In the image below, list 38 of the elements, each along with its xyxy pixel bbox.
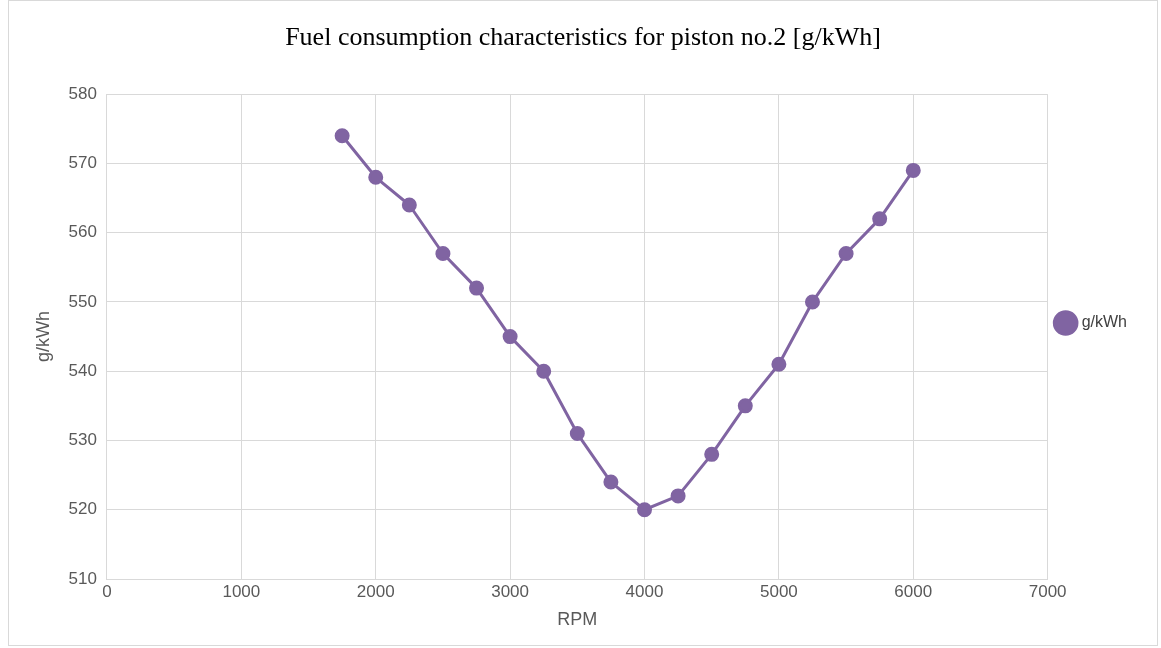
point (401, 197, 417, 213)
x-tick-label: 3000 (491, 581, 530, 601)
point (603, 474, 619, 490)
y-tick-label: 550 (68, 291, 97, 311)
point (670, 488, 686, 504)
point (368, 169, 384, 185)
y-tick-label: 510 (68, 568, 97, 588)
y-tick-label: 580 (68, 83, 97, 103)
y-tick-label: 570 (68, 153, 97, 173)
x-tick-label: 7000 (1028, 581, 1067, 601)
x-tick-label: 6000 (894, 581, 933, 601)
x-tick-label: 1000 (222, 581, 261, 601)
y-tick-label: 560 (68, 222, 97, 242)
y-tick-label: 520 (68, 499, 97, 519)
point (637, 502, 652, 518)
point (334, 128, 350, 144)
x-tick-label: 4000 (625, 581, 664, 601)
legend-label: g/kWh (1081, 313, 1127, 331)
x-tick-label: 2000 (356, 581, 395, 601)
point (771, 356, 787, 372)
y-tick-label: 530 (68, 430, 97, 450)
x-tick-label: 0 (102, 581, 112, 601)
y-tick-label: 540 (68, 360, 97, 380)
point (536, 363, 552, 379)
point (469, 280, 485, 296)
chart-title: Fuel consumption characteristics for piston no.2 [g/kWh] (285, 22, 881, 52)
y-axis-title: g/kWh (32, 311, 53, 363)
point (737, 398, 753, 414)
point (704, 446, 720, 462)
point (905, 162, 921, 178)
point (838, 245, 854, 261)
point (804, 294, 820, 310)
point (872, 211, 888, 227)
point (569, 426, 585, 442)
point (502, 329, 518, 345)
x-tick-label: 5000 (759, 581, 798, 601)
point (435, 245, 451, 261)
x-axis-title: RPM (557, 609, 598, 630)
